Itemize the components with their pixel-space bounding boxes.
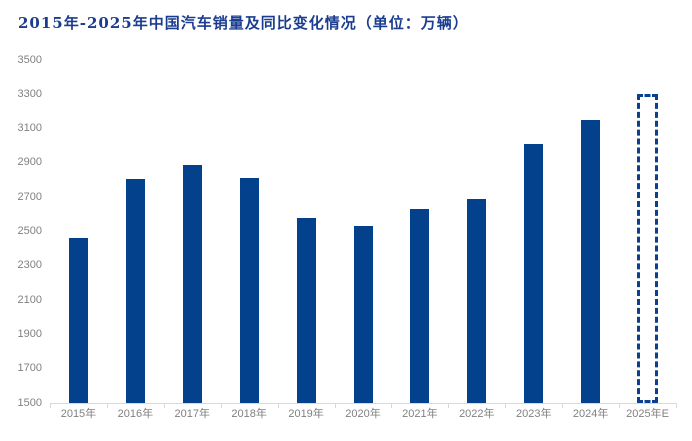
x-axis-label: 2018年 [231, 408, 267, 420]
x-axis-label: 2023年 [515, 408, 552, 420]
bar [467, 198, 487, 403]
bar [125, 179, 145, 403]
y-axis-label: 3100 [17, 122, 42, 135]
x-axis-tick [448, 403, 450, 408]
x-axis-label: 2022年 [459, 408, 495, 420]
forecast-bar [637, 94, 659, 403]
x-axis-label: 2019年 [288, 408, 324, 420]
x-axis-tick [391, 403, 393, 408]
x-axis-label: 2021年 [402, 408, 438, 420]
y-axis-label: 3500 [17, 53, 42, 66]
x-axis-tick [505, 403, 507, 408]
bar [68, 238, 88, 403]
x-axis-tick [562, 403, 564, 408]
y-axis-label: 1900 [17, 327, 42, 340]
bar [353, 226, 373, 403]
x-axis-label: 2025年E [626, 408, 669, 420]
bar [182, 164, 202, 403]
y-axis-label: 3300 [17, 87, 42, 100]
bar [239, 178, 259, 403]
x-axis-label: 2015年 [60, 408, 97, 420]
y-axis-label: 1500 [17, 396, 42, 409]
y-axis-label: 2300 [17, 259, 42, 272]
x-axis-tick [163, 403, 165, 408]
x-axis-tick [277, 403, 279, 408]
bar [581, 120, 601, 403]
x-axis-tick [106, 403, 108, 408]
y-axis-label: 2500 [17, 225, 42, 237]
x-axis-tick [676, 403, 677, 408]
x-axis-tick [334, 403, 336, 408]
x-axis-label: 2016年 [117, 408, 154, 420]
x-axis-tick [50, 403, 51, 408]
y-axis-label: 2900 [17, 156, 42, 169]
x-axis-label: 2020年 [345, 408, 381, 420]
y-axis-label: 2100 [17, 293, 42, 306]
x-axis-label: 2017年 [174, 408, 210, 420]
x-axis-tick [220, 403, 222, 408]
y-axis-label: 2700 [17, 190, 42, 203]
x-axis-tick [619, 403, 621, 408]
y-axis-label: 1700 [17, 362, 42, 375]
chart-title: 2015年-2025年中国汽车销量及同比变化情况（单位：万辆） [18, 14, 469, 32]
x-axis-label: 2024年 [572, 408, 609, 420]
x-axis-line [50, 403, 676, 404]
bar [524, 144, 544, 403]
bar [410, 209, 430, 403]
bar [296, 217, 316, 403]
